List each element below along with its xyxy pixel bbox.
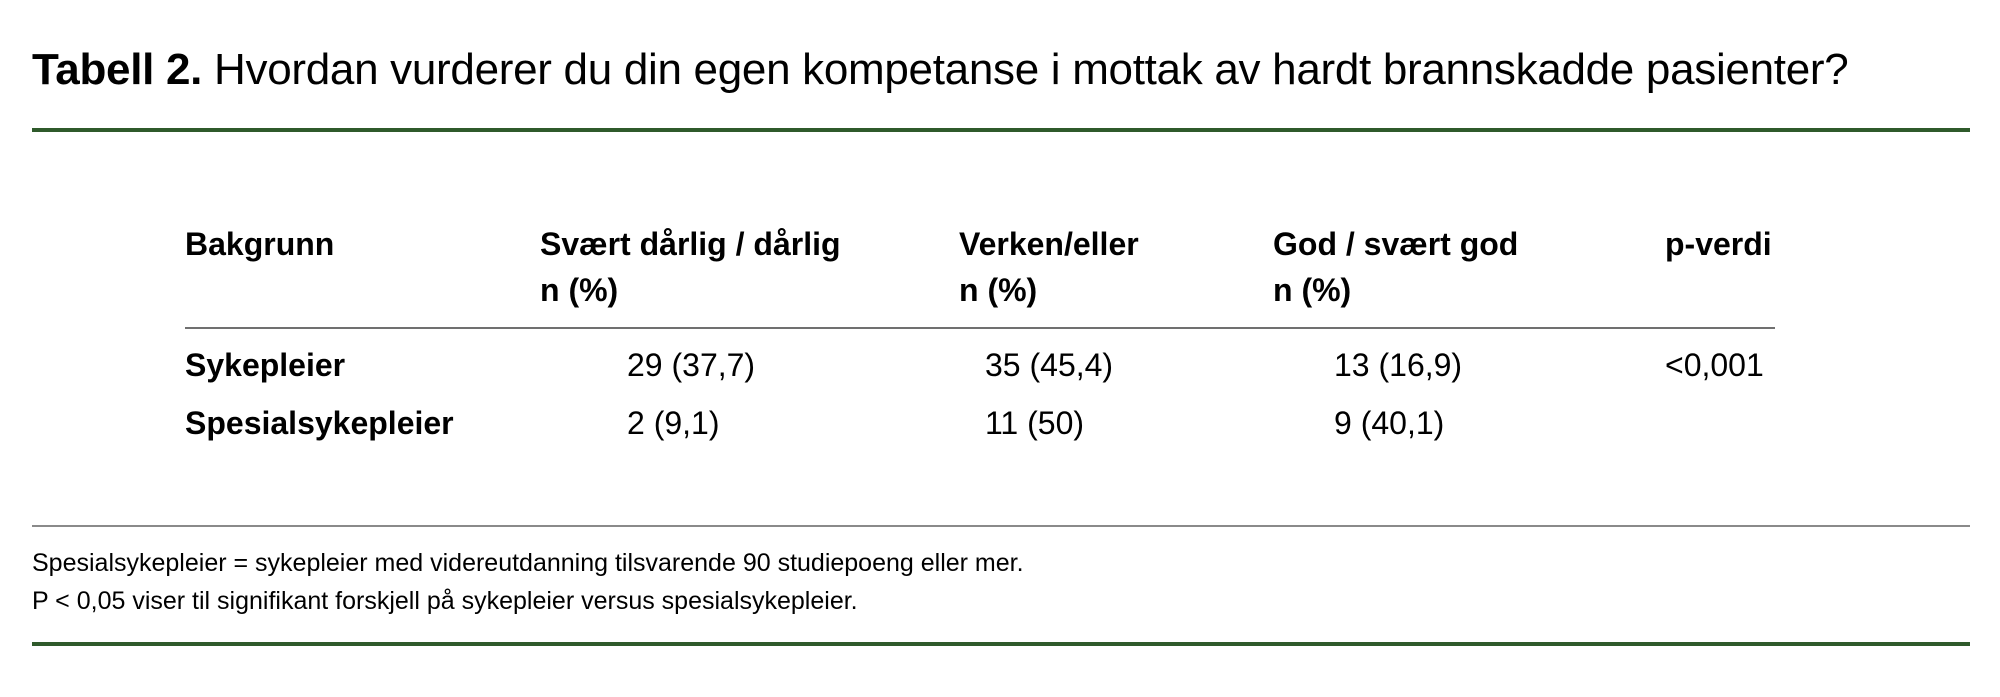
header-svaert-darlig: Svært dårlig / dårlig n (%): [540, 221, 841, 313]
row-spesialsykepleier-verken-eller: 11 (50): [985, 405, 1085, 441]
table-notes: Spesialsykepleier = sykepleier med vider…: [32, 544, 1024, 620]
row-sykepleier-p-verdi: <0,001: [1665, 347, 1764, 383]
row-sykepleier-svaert-darlig: 29 (37,7): [627, 347, 756, 383]
header-svaert-darlig-line1: Svært dårlig / dårlig: [540, 226, 841, 262]
table-title-text: Hvordan vurderer du din egen kompetanse …: [214, 45, 1849, 94]
row-spesialsykepleier-label: Spesialsykepleier: [185, 405, 454, 441]
header-divider: [185, 327, 1775, 329]
top-divider: [32, 128, 1970, 132]
row-sykepleier-verken-eller: 35 (45,4): [985, 347, 1114, 383]
header-svaert-darlig-line2: n (%): [540, 272, 619, 308]
header-verken-eller-line2: n (%): [959, 272, 1038, 308]
header-god-line2: n (%): [1273, 272, 1352, 308]
row-sykepleier-god: 13 (16,9): [1334, 347, 1463, 383]
header-p-verdi-line1: p-verdi: [1665, 226, 1772, 262]
header-god: God / svært god n (%): [1273, 221, 1518, 313]
header-bakgrunn: Bakgrunn: [185, 221, 334, 267]
table-title: Tabell 2. Hvordan vurderer du din egen k…: [32, 40, 1849, 100]
table-title-label: Tabell 2.: [32, 45, 203, 94]
note-line-1: Spesialsykepleier = sykepleier med vider…: [32, 549, 1024, 577]
row-sykepleier-label: Sykepleier: [185, 347, 346, 383]
notes-divider: [32, 525, 1970, 527]
note-line-2: P < 0,05 viser til signifikant forskjell…: [32, 587, 858, 615]
row-spesialsykepleier-svaert-darlig: 2 (9,1): [627, 405, 720, 441]
header-verken-eller: Verken/eller n (%): [959, 221, 1139, 313]
bottom-divider: [32, 642, 1970, 646]
header-verken-eller-line1: Verken/eller: [959, 226, 1139, 262]
header-god-line1: God / svært god: [1273, 226, 1519, 262]
header-p-verdi: p-verdi: [1665, 221, 1772, 267]
header-bakgrunn-line1: Bakgrunn: [185, 226, 335, 262]
row-spesialsykepleier-god: 9 (40,1): [1334, 405, 1445, 441]
